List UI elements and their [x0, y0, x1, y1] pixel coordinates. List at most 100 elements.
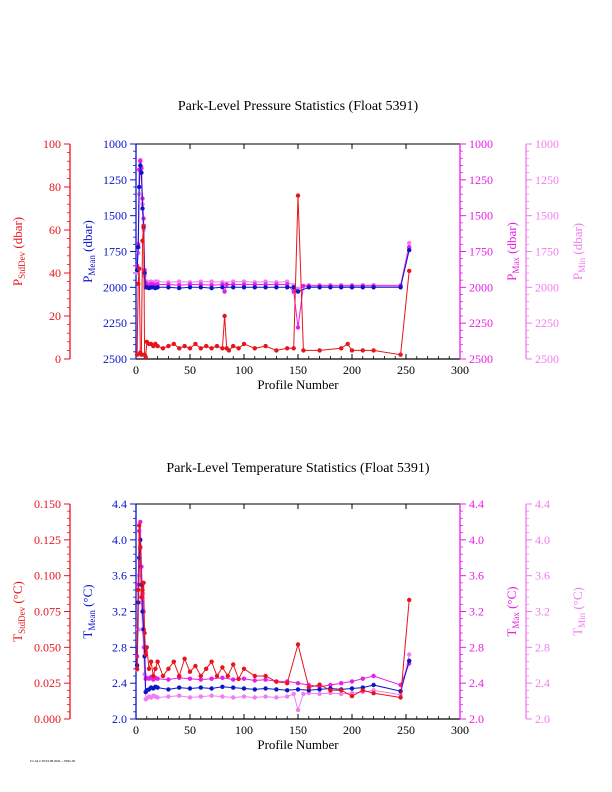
temperature-max-point: [231, 677, 236, 682]
pressure-stddev-point: [220, 346, 225, 351]
temperature-min-point: [274, 695, 279, 700]
temperature-min-point: [187, 695, 193, 700]
temperature-stddev-point: [285, 681, 290, 686]
temperature-mean-point: [285, 688, 290, 693]
temperature-stddev-point: [151, 673, 156, 679]
temperature-x-tick-label: 100: [235, 723, 253, 737]
temperature-mean-point: [166, 687, 171, 692]
temperature-max-label-main: T: [504, 629, 519, 637]
pressure-mean-point: [274, 285, 279, 290]
temperature-stddev-tick-label: 0.050: [34, 640, 61, 654]
temperature-mean-label-unit: (°C): [80, 584, 95, 610]
temperature-mean-tick-label: 3.2: [112, 605, 127, 619]
temperature-stddev-series-line: [136, 525, 410, 699]
pressure-stddev-point: [139, 352, 144, 357]
pressure-stddev-point: [171, 341, 176, 347]
temperature-max-point: [220, 675, 225, 680]
pressure-stddev-point: [407, 268, 412, 274]
temperature-stddev-point: [295, 642, 301, 647]
temperature-stddev-point: [360, 688, 365, 693]
temperature-stddev-point: [220, 665, 225, 670]
temperature-stddev-point: [141, 580, 146, 585]
temperature-min-tick-label: 2.4: [535, 676, 550, 690]
temperature-stddev-point: [306, 685, 311, 690]
temperature-stddev-point: [166, 666, 171, 671]
temperature-min-tick-label: 2.8: [535, 640, 550, 654]
pressure-mean-tick-label: 2250: [103, 316, 127, 330]
temperature-mean-point: [155, 685, 160, 690]
temperature-stddev-point: [252, 673, 257, 679]
temperature-stddev-point: [339, 688, 344, 693]
temperature-max-point: [138, 519, 143, 525]
pressure-mean-point: [360, 285, 365, 290]
temperature-min-point: [241, 694, 247, 699]
pressure-stddev-point: [339, 346, 344, 351]
pressure-stddev-point: [143, 354, 148, 360]
temperature-mean-tick-label: 4.0: [112, 533, 127, 547]
pressure-stddev-point: [349, 348, 355, 353]
pressure-max-tick-label: 1000: [469, 137, 493, 151]
pressure-stddev-tick-label: 40: [49, 266, 61, 280]
temperature-mean-tick-label: 2.4: [112, 676, 127, 690]
pressure-stddev-point: [371, 348, 376, 353]
pressure-max-label-unit: (dbar): [504, 222, 519, 257]
temperature-max-point: [328, 682, 333, 688]
temperature-max-point: [187, 676, 193, 681]
pressure-mean-label-main: P: [80, 276, 95, 283]
pressure-max-point: [295, 325, 301, 330]
temperature-mean-label-main: T: [80, 631, 95, 639]
temperature-stddev-tick-label: 0.075: [34, 605, 61, 619]
temperature-max-point: [263, 677, 268, 682]
pressure-stddev-point: [198, 346, 203, 351]
pressure-mean-point: [177, 285, 182, 291]
temperature-stddev-point: [187, 669, 193, 674]
temperature-x-tick-label: 0: [133, 723, 139, 737]
pressure-stddev-tick-label: 100: [43, 137, 61, 151]
pressure-max-label-main: P: [504, 274, 519, 281]
pressure-stddev-tick-label: 60: [49, 223, 61, 237]
temperature-stddev-point: [143, 652, 148, 657]
pressure-min-tick-label: 1000: [535, 137, 559, 151]
temperature-stddev-axis-label: TStdDev (°C): [10, 581, 27, 642]
temperature-stddev-point: [198, 673, 203, 679]
pressure-mean-point: [295, 289, 301, 294]
temperature-mean-point: [349, 686, 355, 691]
temperature-min-point: [407, 652, 412, 657]
temperature-stddev-tick-label: 0.150: [34, 497, 61, 511]
temperature-chart-title: Park-Level Temperature Statistics (Float…: [166, 461, 429, 476]
pressure-mean-series-line: [136, 165, 410, 293]
pressure-stddev-point: [301, 348, 306, 353]
pressure-mean-point: [306, 285, 311, 290]
temperature-min-tick-label: 3.6: [535, 569, 550, 583]
temperature-min-point: [198, 694, 203, 699]
pressure-mean-point: [198, 285, 203, 290]
pressure-mean-point: [142, 270, 147, 276]
pressure-stddev-point: [226, 348, 232, 353]
pressure-mean-point: [241, 285, 247, 290]
pressure-stddev-point: [140, 238, 145, 243]
temperature-stddev-point: [139, 595, 144, 600]
temperature-stddev-point: [177, 673, 182, 679]
temperature-max-point: [198, 677, 203, 682]
pressure-stddev-series-line: [136, 195, 410, 359]
pressure-max-tick-label: 1250: [469, 173, 493, 187]
temperature-min-tick-label: 4.4: [535, 497, 550, 511]
pressure-min-tick-label: 2000: [535, 280, 559, 294]
temperature-mean-point: [231, 685, 236, 690]
temperature-stddev-point: [134, 666, 140, 671]
temperature-stddev-point: [263, 673, 268, 679]
temperature-stddev-point: [407, 597, 412, 603]
temperature-max-tick-label: 2.8: [469, 640, 484, 654]
pressure-mean-point: [317, 285, 322, 290]
pressure-stddev-point: [285, 346, 290, 351]
temperature-stddev-point: [148, 659, 154, 664]
pressure-mean-point: [407, 247, 412, 253]
temperature-max-tick-label: 4.0: [469, 533, 484, 547]
temperature-x-tick-label: 150: [289, 723, 307, 737]
pressure-max-tick-label: 1500: [469, 209, 493, 223]
pressure-x-axis-label: Profile Number: [257, 377, 339, 392]
temperature-min-point: [231, 695, 236, 700]
temperature-mean-tick-label: 3.6: [112, 569, 127, 583]
temperature-stddev-point: [209, 659, 214, 664]
